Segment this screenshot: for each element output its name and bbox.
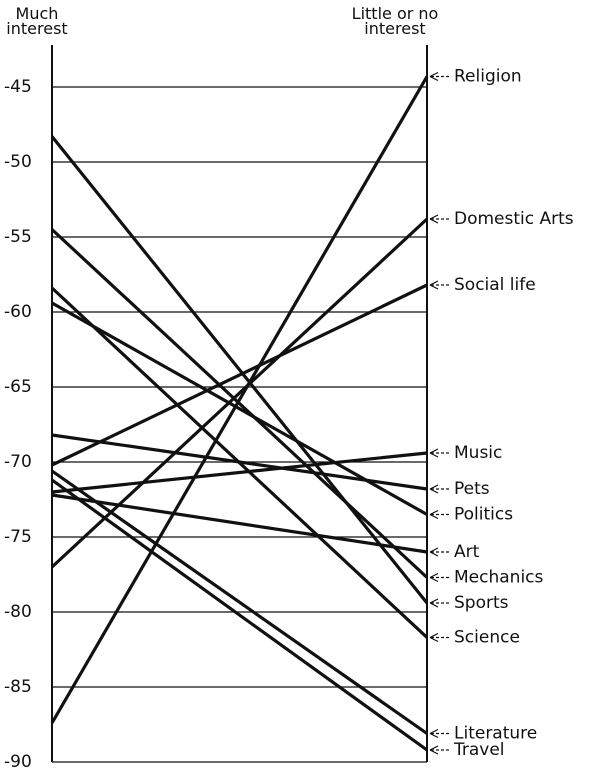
y-tick-label: -70 bbox=[4, 452, 32, 472]
arrow-head bbox=[429, 484, 439, 494]
arrow-head bbox=[429, 632, 439, 643]
y-tick-label: -90 bbox=[4, 752, 32, 770]
arrow-head bbox=[429, 71, 439, 82]
series-label: Sports bbox=[454, 593, 509, 613]
series-label: Mechanics bbox=[454, 568, 544, 588]
y-tick-label: -75 bbox=[4, 527, 32, 547]
slope-line bbox=[51, 301, 428, 516]
arrow-head bbox=[429, 509, 439, 520]
slope-line bbox=[50, 217, 429, 569]
series-label: Art bbox=[454, 542, 480, 562]
y-tick-label: -45 bbox=[4, 77, 32, 97]
slope-line bbox=[51, 478, 428, 752]
slope-line bbox=[50, 135, 429, 605]
series-label: Literature bbox=[454, 724, 537, 744]
y-tick-label: -60 bbox=[4, 302, 32, 322]
series-label: Music bbox=[454, 443, 502, 463]
slope-line bbox=[51, 283, 428, 467]
series-label: Domestic Arts bbox=[454, 209, 574, 229]
y-tick-label: -55 bbox=[4, 227, 32, 247]
series-label: Science bbox=[454, 628, 520, 648]
arrow-head bbox=[429, 280, 439, 290]
y-tick-label: -85 bbox=[4, 677, 32, 697]
arrow-head bbox=[429, 214, 439, 224]
arrow-head bbox=[429, 745, 439, 755]
arrow-head bbox=[429, 598, 439, 608]
slope-line bbox=[50, 75, 429, 724]
slope-line bbox=[50, 286, 429, 639]
arrow-head bbox=[429, 448, 439, 458]
slope-line bbox=[50, 228, 429, 579]
series-label: Social life bbox=[454, 275, 536, 295]
slope-line bbox=[51, 493, 428, 554]
series-label: Politics bbox=[454, 505, 513, 525]
arrow-head bbox=[429, 547, 439, 557]
slope-line bbox=[51, 469, 428, 735]
right-axis-header: Little or no interest bbox=[351, 4, 439, 38]
series-label: Religion bbox=[454, 67, 522, 87]
arrow-head bbox=[429, 572, 439, 583]
arrow-head bbox=[429, 728, 439, 739]
y-tick-label: -65 bbox=[4, 377, 32, 397]
series-label: Travel bbox=[453, 740, 505, 760]
y-tick-label: -80 bbox=[4, 602, 32, 622]
y-tick-label: -50 bbox=[4, 152, 32, 172]
series-label: Pets bbox=[454, 479, 490, 499]
slope-line bbox=[51, 451, 428, 494]
left-axis-header: Much interest bbox=[6, 4, 68, 38]
